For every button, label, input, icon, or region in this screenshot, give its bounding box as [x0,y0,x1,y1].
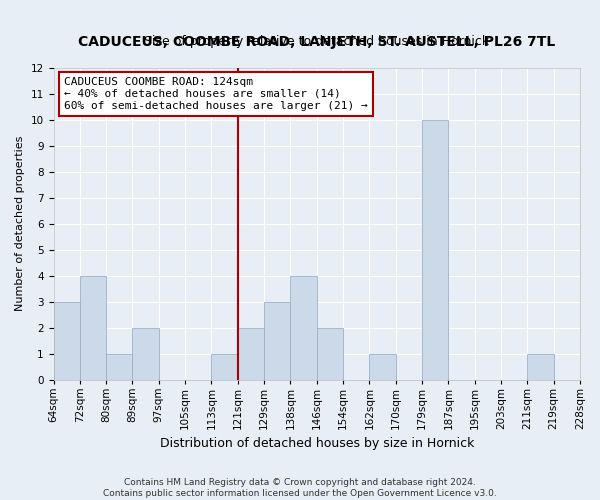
Bar [422,120,448,380]
Bar [53,302,80,380]
Bar [370,354,396,380]
Title: CADUCEUS, COOMBE ROAD, LANJETH, ST. AUSTELL, PL26 7TL: CADUCEUS, COOMBE ROAD, LANJETH, ST. AUST… [78,35,556,49]
Text: CADUCEUS COOMBE ROAD: 124sqm
← 40% of detached houses are smaller (14)
60% of se: CADUCEUS COOMBE ROAD: 124sqm ← 40% of de… [64,78,368,110]
Bar [527,354,554,380]
Bar [106,354,133,380]
Bar [133,328,159,380]
Bar [211,354,238,380]
Bar [290,276,317,380]
Y-axis label: Number of detached properties: Number of detached properties [15,136,25,312]
Text: Size of property relative to detached houses in Hornick: Size of property relative to detached ho… [144,35,490,48]
Bar [238,328,264,380]
X-axis label: Distribution of detached houses by size in Hornick: Distribution of detached houses by size … [160,437,474,450]
Bar [80,276,106,380]
Text: Contains HM Land Registry data © Crown copyright and database right 2024.
Contai: Contains HM Land Registry data © Crown c… [103,478,497,498]
Bar [264,302,290,380]
Bar [317,328,343,380]
